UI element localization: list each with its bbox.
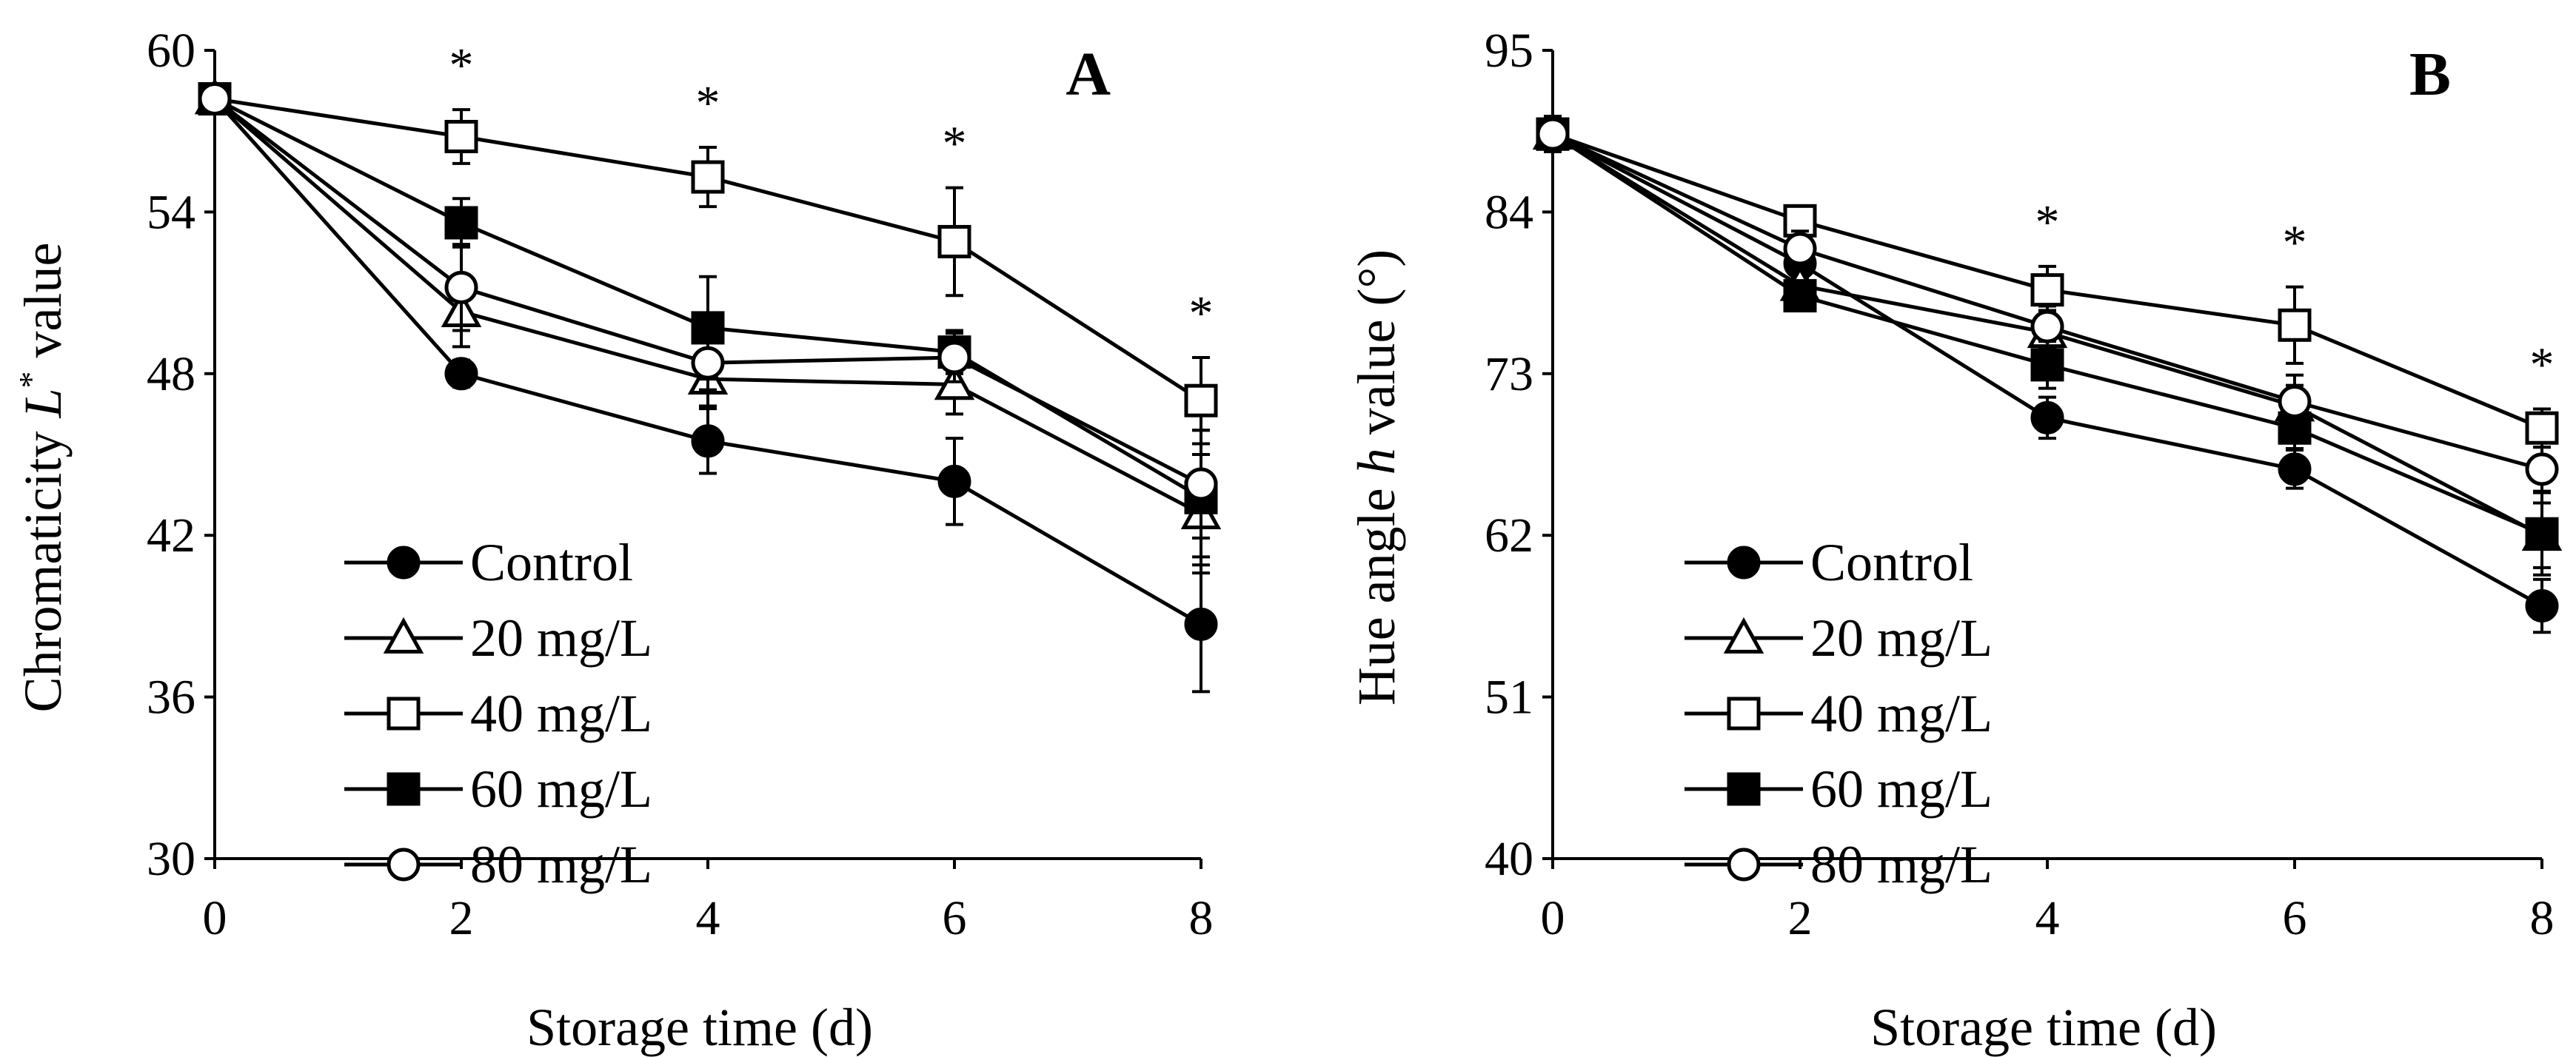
data-point (691, 346, 725, 380)
legend-label: 80 mg/L (1810, 835, 1993, 894)
legend-label: 60 mg/L (470, 759, 652, 819)
legend-item: 20 mg/L (1685, 608, 1993, 668)
data-point (1184, 383, 1218, 417)
significance-asterisk: * (2035, 195, 2060, 249)
legend-item: 40 mg/L (1685, 684, 1993, 743)
data-point (1783, 279, 1817, 313)
x-tick-label: 6 (2283, 891, 2307, 945)
legend-marker (383, 617, 424, 654)
legend-marker (387, 772, 421, 806)
data-point (691, 424, 725, 458)
data-point (2030, 309, 2064, 343)
data-point (2525, 452, 2559, 486)
legend-item: Control (1685, 533, 1973, 592)
x-tick-label: 2 (1788, 891, 1813, 945)
y-axis-title: Chromaticity L* value (12, 243, 73, 713)
data-point (444, 357, 478, 391)
legend-marker (1727, 546, 1761, 580)
panel-letter: B (2409, 40, 2451, 109)
chart-panel-a: A Storage time (d) Chromaticity L* value… (12, 24, 1222, 1057)
legend-label: 40 mg/L (470, 684, 652, 743)
y-axis-title: Hue angle h value (°) (1347, 249, 1406, 706)
y-tick-label: 36 (147, 671, 195, 725)
legend-item: 40 mg/L (344, 684, 652, 743)
x-axis-title: Storage time (d) (1870, 998, 2217, 1057)
y-tick-label: 84 (1485, 185, 1533, 239)
data-point (1783, 232, 1817, 266)
data-point (1184, 467, 1218, 501)
legend-marker (387, 697, 421, 731)
y-tick-label: 30 (147, 832, 195, 886)
data-point (444, 270, 478, 304)
legend-item: 80 mg/L (344, 835, 652, 894)
data-point (2525, 411, 2559, 445)
data-point (1184, 607, 1218, 641)
y-tick-label: 40 (1485, 832, 1533, 886)
chart-panel-b: B Storage time (d) Hue angle h value (°)… (1347, 24, 2563, 1057)
legend-label: 20 mg/L (470, 608, 652, 668)
y-tick-label: 54 (147, 185, 195, 239)
series-80-mg-l (1536, 115, 2559, 493)
data-point (2525, 589, 2559, 623)
data-point (444, 119, 478, 153)
data-point (691, 160, 725, 194)
x-tick-label: 0 (1541, 891, 1565, 945)
y-tick-label: 51 (1485, 671, 1533, 725)
x-axis-title: Storage time (d) (526, 998, 873, 1057)
x-tick-label: 8 (1189, 891, 1214, 945)
legend-item: Control (344, 533, 633, 592)
y-tick-label: 62 (1485, 509, 1533, 563)
legend-label: 40 mg/L (1810, 684, 1993, 743)
x-tick-label: 8 (2530, 891, 2555, 945)
legend-label: Control (1810, 533, 1973, 592)
panel-letter: A (1065, 40, 1111, 109)
legend-marker (1727, 848, 1761, 882)
x-tick-label: 0 (203, 891, 227, 945)
data-point (937, 464, 971, 498)
legend-label: 60 mg/L (1810, 759, 1993, 819)
legend-item: 80 mg/L (1685, 835, 1993, 894)
data-point (2278, 308, 2312, 342)
legend-item: 60 mg/L (344, 759, 652, 819)
legend-marker (1723, 617, 1764, 654)
data-point (937, 224, 971, 258)
significance-asterisk: * (2283, 216, 2307, 270)
significance-asterisk: * (2530, 338, 2555, 392)
x-tick-label: 4 (696, 891, 720, 945)
x-tick-label: 4 (2035, 891, 2060, 945)
legend-marker (1727, 772, 1761, 806)
x-tick-label: 6 (943, 891, 967, 945)
data-point (937, 340, 971, 375)
y-tick-label: 48 (147, 347, 195, 401)
data-point (444, 206, 478, 240)
significance-asterisk: * (1189, 286, 1214, 340)
data-point (2030, 348, 2064, 382)
data-point (2278, 385, 2312, 419)
legend-marker (387, 546, 421, 580)
significance-asterisk: * (696, 76, 720, 130)
data-point (2278, 452, 2312, 486)
legend-marker (1727, 697, 1761, 731)
legend-label: Control (470, 533, 633, 592)
x-tick-label: 2 (449, 891, 474, 945)
legend-marker (387, 848, 421, 882)
data-point (2030, 400, 2064, 434)
data-point (2030, 273, 2064, 307)
series-80-mg-l (198, 82, 1218, 540)
y-tick-label: 95 (1485, 24, 1533, 78)
legend-label: 20 mg/L (1810, 608, 1993, 668)
legend-item: 60 mg/L (1685, 759, 1993, 819)
y-tick-label: 42 (147, 509, 195, 563)
data-point (198, 82, 232, 116)
significance-asterisk: * (943, 117, 967, 171)
y-tick-label: 73 (1485, 347, 1533, 401)
legend-label: 80 mg/L (470, 835, 652, 894)
data-point (1536, 117, 1570, 151)
significance-asterisk: * (449, 38, 474, 93)
data-point (2525, 517, 2559, 551)
legend-item: 20 mg/L (344, 608, 652, 668)
y-tick-label: 60 (147, 24, 195, 78)
